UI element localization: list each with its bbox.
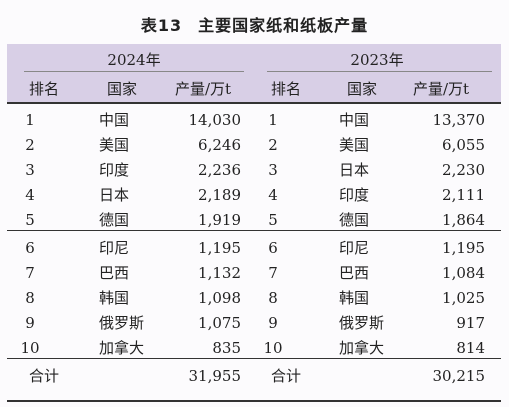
- output-cell-2023: 6,055: [442, 136, 485, 154]
- country-header-2023: 国家: [347, 80, 378, 98]
- year-2023-header: 2023年: [350, 51, 404, 69]
- table-row: 7 巴西 1,132 7 巴西 1,084: [7, 263, 501, 287]
- rank-cell-2023: 5: [268, 211, 278, 229]
- output-cell-2024: 1,132: [198, 264, 241, 282]
- year-2023-divider: [267, 71, 492, 72]
- table-row: 2 美国 6,246 2 美国 6,055: [7, 135, 501, 159]
- table-row: 6 印尼 1,195 6 印尼 1,195: [7, 238, 501, 262]
- output-cell-2024: 6,246: [198, 136, 241, 154]
- table-row: 1 中国 14,030 1 中国 13,370: [7, 110, 501, 134]
- table-number: 表13: [140, 16, 183, 35]
- rank-cell-2023: 1: [268, 111, 278, 129]
- output-cell-2023: 2,230: [442, 161, 485, 179]
- country-cell-2024: 中国: [99, 111, 130, 129]
- rank-cell-2024: 1: [25, 111, 35, 129]
- output-cell-2023: 1,195: [442, 239, 485, 257]
- table-row: 3 印度 2,236 3 日本 2,230: [7, 160, 501, 184]
- country-cell-2023: 德国: [339, 211, 370, 229]
- output-cell-2024: 2,236: [198, 161, 241, 179]
- output-cell-2024: 14,030: [188, 111, 242, 129]
- rank-cell-2024: 10: [20, 339, 40, 357]
- output-cell-2023: 2,111: [442, 186, 485, 204]
- rank-cell-2023: 3: [268, 161, 278, 179]
- table-caption: 主要国家纸和纸板产量: [198, 16, 369, 35]
- country-cell-2023: 美国: [339, 136, 370, 154]
- output-cell-2023: 917: [456, 314, 485, 332]
- country-cell-2024: 巴西: [99, 264, 130, 282]
- rank-cell-2023: 8: [268, 289, 278, 307]
- output-cell-2024: 2,189: [198, 186, 241, 204]
- output-header-2023: 产量/万t: [413, 80, 470, 98]
- total-value-2023: 30,215: [432, 367, 486, 385]
- rank-cell-2024: 2: [25, 136, 35, 154]
- output-cell-2023: 13,370: [432, 111, 486, 129]
- country-cell-2024: 韩国: [99, 289, 130, 307]
- country-cell-2024: 加拿大: [99, 339, 145, 357]
- bottom-rule: [7, 400, 501, 402]
- country-cell-2023: 韩国: [339, 289, 370, 307]
- total-label-2023: 合计: [271, 367, 302, 385]
- year-2024-divider: [24, 71, 244, 72]
- rank-cell-2024: 7: [25, 264, 35, 282]
- total-row: 合计 31,955 合计 30,215: [7, 366, 501, 390]
- country-cell-2024: 美国: [99, 136, 130, 154]
- output-cell-2023: 814: [456, 339, 485, 357]
- country-cell-2023: 中国: [339, 111, 370, 129]
- rank-cell-2023: 6: [268, 239, 278, 257]
- table-row: 5 德国 1,919 5 德国 1,864: [7, 210, 501, 234]
- table-row: 9 俄罗斯 1,075 9 俄罗斯 917: [7, 313, 501, 337]
- table-title: 表13 主要国家纸和纸板产量: [0, 12, 509, 36]
- country-cell-2024: 俄罗斯: [99, 314, 145, 332]
- country-cell-2023: 巴西: [339, 264, 370, 282]
- rank-cell-2024: 4: [25, 186, 35, 204]
- output-header-2024: 产量/万t: [175, 80, 232, 98]
- output-cell-2024: 1,098: [198, 289, 241, 307]
- total-label-2024: 合计: [29, 367, 60, 385]
- country-cell-2023: 日本: [339, 161, 370, 179]
- country-cell-2023: 加拿大: [339, 339, 385, 357]
- header-rule: [7, 102, 501, 104]
- rank-cell-2023: 9: [268, 314, 278, 332]
- country-header-2024: 国家: [107, 80, 138, 98]
- output-cell-2024: 1,195: [198, 239, 241, 257]
- rank-cell-2024: 9: [25, 314, 35, 332]
- country-cell-2023: 印尼: [339, 239, 370, 257]
- rank-cell-2024: 6: [25, 239, 35, 257]
- total-value-2024: 31,955: [188, 367, 242, 385]
- table-header: 2024年 2023年 排名 国家 产量/万t 排名 国家 产量/万t: [7, 44, 501, 102]
- rank-header-2023: 排名: [271, 80, 302, 98]
- rank-header-2024: 排名: [29, 80, 60, 98]
- output-cell-2024: 1,919: [198, 211, 241, 229]
- rank-cell-2024: 8: [25, 289, 35, 307]
- rank-cell-2023: 2: [268, 136, 278, 154]
- rank-cell-2023: 7: [268, 264, 278, 282]
- output-cell-2023: 1,084: [442, 264, 485, 282]
- country-cell-2024: 印尼: [99, 239, 130, 257]
- output-cell-2024: 1,075: [198, 314, 241, 332]
- country-cell-2024: 德国: [99, 211, 130, 229]
- rank-cell-2024: 3: [25, 161, 35, 179]
- mid-rule: [7, 230, 501, 231]
- table-row: 8 韩国 1,098 8 韩国 1,025: [7, 288, 501, 312]
- output-cell-2024: 835: [212, 339, 241, 357]
- country-cell-2024: 日本: [99, 186, 130, 204]
- country-cell-2023: 俄罗斯: [339, 314, 385, 332]
- output-cell-2023: 1,025: [442, 289, 485, 307]
- total-rule: [7, 358, 501, 359]
- production-table: 2024年 2023年 排名 国家 产量/万t 排名 国家 产量/万t 1 中国 1…: [7, 44, 501, 402]
- rank-cell-2024: 5: [25, 211, 35, 229]
- table-row: 10 加拿大 835 10 加拿大 814: [7, 338, 501, 362]
- output-cell-2023: 1,864: [442, 211, 485, 229]
- year-2024-header: 2024年: [107, 51, 161, 69]
- country-cell-2023: 印度: [339, 186, 370, 204]
- country-cell-2024: 印度: [99, 161, 130, 179]
- rank-cell-2023: 10: [263, 339, 283, 357]
- rank-cell-2023: 4: [268, 186, 278, 204]
- table-row: 4 日本 2,189 4 印度 2,111: [7, 185, 501, 209]
